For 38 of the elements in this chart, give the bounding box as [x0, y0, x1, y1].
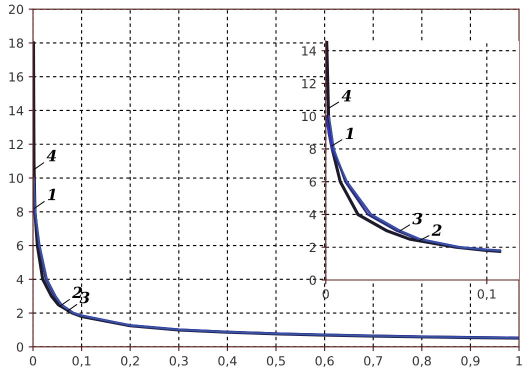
y-tick-label: 16 — [9, 72, 24, 82]
y-tick-label: 14 — [302, 46, 316, 56]
x-tick-label: 0,4 — [218, 356, 237, 367]
y-tick-label: 0 — [16, 342, 24, 352]
annotation: 1 — [346, 128, 353, 140]
y-tick-label: 0 — [310, 275, 316, 285]
y-tick-label: 6 — [310, 177, 316, 187]
x-tick-label: 0,1 — [72, 356, 90, 367]
x-tick-label: 0,3 — [170, 356, 188, 367]
annotation: 4 — [46, 150, 56, 162]
y-tick-label: 8 — [16, 207, 24, 217]
x-tick-label: 0,5 — [266, 356, 285, 367]
y-tick-label: 18 — [9, 38, 24, 48]
annotation: 1 — [48, 188, 56, 200]
x-tick-label: 0,7 — [364, 356, 382, 367]
x-tick-label: 0,6 — [316, 356, 334, 367]
y-tick-label: 12 — [302, 78, 316, 88]
y-tick-label: 20 — [8, 4, 24, 14]
annotation: 2 — [72, 286, 82, 298]
y-tick-label: 8 — [310, 144, 316, 154]
y-tick-label: 14 — [9, 106, 24, 116]
y-tick-label: 4 — [16, 274, 24, 284]
x-tick-label: 0,8 — [412, 356, 431, 367]
y-tick-label: 2 — [310, 242, 316, 252]
y-tick-label: 4 — [309, 210, 316, 220]
y-tick-label: 10 — [9, 173, 24, 183]
x-tick-label: 0,9 — [461, 356, 480, 367]
x-tick-label: 0 — [30, 356, 36, 366]
x-tick-label: 0,1 — [478, 289, 496, 300]
y-tick-label: 10 — [302, 112, 316, 122]
annotation: 4 — [342, 90, 352, 102]
y-tick-label: 12 — [9, 140, 23, 149]
y-tick-label: 6 — [16, 241, 24, 250]
annotation: 2 — [432, 224, 442, 236]
x-tick-label: 1 — [516, 356, 522, 366]
annotation: 3 — [80, 292, 90, 304]
y-tick-label: 2 — [16, 308, 23, 318]
x-tick-label: 0,2 — [121, 356, 139, 367]
